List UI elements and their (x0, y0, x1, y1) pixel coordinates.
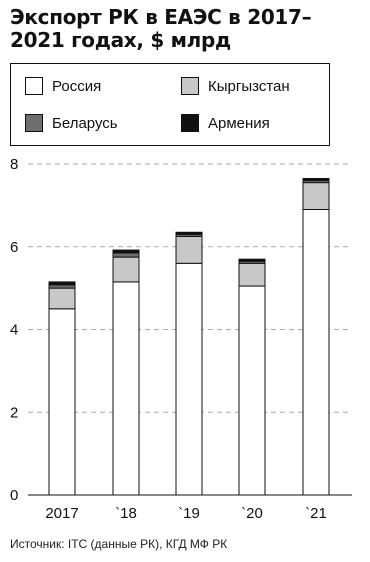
bar-segment (112, 252, 140, 258)
bar-segment (302, 209, 330, 496)
bar-segment (112, 256, 140, 283)
bar-segment (48, 308, 76, 496)
bar-segment (175, 231, 203, 235)
bar-segment (238, 258, 266, 262)
bar-segment (302, 182, 330, 211)
legend-swatch-kyrgyzstan (181, 77, 199, 95)
x-tick-label: `19 (178, 505, 200, 522)
bar-segment (48, 281, 76, 286)
x-tick-label: `18 (115, 505, 137, 522)
bar-segment (112, 249, 140, 254)
legend-swatch-russia (25, 77, 43, 95)
legend-label-russia: Россия (52, 77, 102, 95)
legend-swatch-belarus (25, 114, 43, 132)
legend-swatch-armenia (181, 114, 199, 132)
y-tick-label: 4 (10, 322, 18, 339)
chart-legend: Россия Кыргызстан Беларусь Армения (10, 63, 330, 146)
bar-segment (175, 235, 203, 264)
legend-item-armenia: Армения (181, 114, 270, 132)
y-tick-label: 8 (10, 156, 18, 173)
x-tick-label: 2017 (45, 505, 78, 522)
legend-item-russia: Россия (25, 77, 101, 95)
bar-segment (238, 262, 266, 287)
legend-label-armenia: Армения (208, 114, 270, 132)
legend-item-belarus: Беларусь (25, 114, 118, 132)
x-tick-label: `20 (241, 505, 263, 522)
bar-segment (48, 287, 76, 310)
y-tick-label: 6 (10, 239, 18, 256)
stacked-bar-chart: 0 2 4 6 8 2017 `18 `19 `20 `21 (10, 156, 352, 522)
bar-segment (175, 262, 203, 496)
bar-segment (302, 177, 330, 182)
y-tick-label: 2 (10, 404, 18, 421)
source-note: Источник: ITC (данные РК), КГД МФ РК (10, 537, 228, 551)
chart-title: Экспорт РК в ЕАЭС в 2017–2021 годах, $ м… (10, 5, 312, 52)
bar-segment (112, 281, 140, 496)
legend-label-belarus: Беларусь (52, 114, 118, 132)
y-tick-label: 0 (10, 487, 18, 504)
x-tick-label: `21 (305, 505, 327, 522)
legend-label-kyrgyzstan: Кыргызстан (208, 77, 290, 95)
bar-segment (238, 285, 266, 496)
legend-item-kyrgyzstan: Кыргызстан (181, 77, 290, 95)
